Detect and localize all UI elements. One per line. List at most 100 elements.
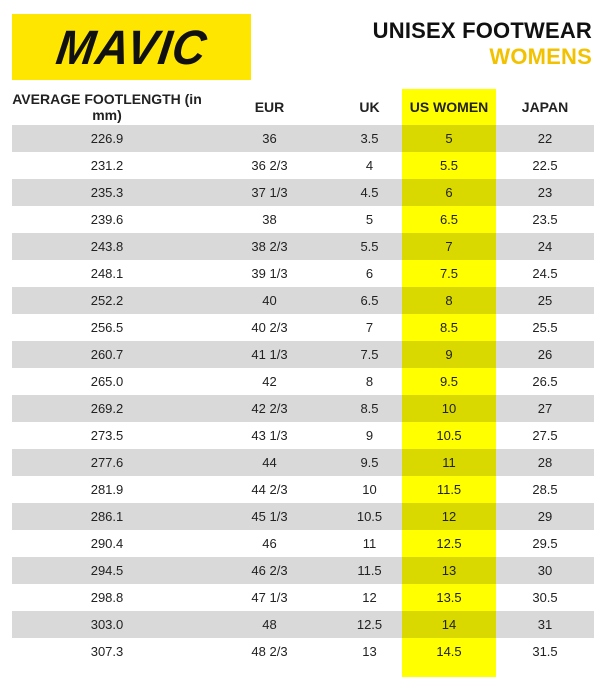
cell-japan: 29.5 (532, 536, 558, 551)
cell-uk: 13 (362, 644, 377, 659)
cell-eur: 38 2/3 (251, 239, 288, 254)
cell-eur: 42 (262, 374, 277, 389)
cell-japan: 23 (537, 185, 553, 200)
table-row: 235.3 37 1/3 4.5 6 23 (12, 179, 594, 206)
cell-footlength: 239.6 (90, 212, 124, 227)
cell-footlength: 248.1 (90, 266, 124, 281)
cell-footlength: 231.2 (90, 158, 124, 173)
cell-footlength: 235.3 (90, 185, 124, 200)
cell-us-women: 11 (442, 455, 456, 470)
table-header: AVERAGE FOOTLENGTH (in mm) EUR UK US WOM… (12, 89, 594, 125)
cell-us-women: 12 (441, 509, 457, 524)
cell-eur: 45 1/3 (251, 509, 288, 524)
cell-eur: 36 (262, 131, 277, 146)
cell-eur: 44 (262, 455, 277, 470)
cell-japan: 26.5 (532, 374, 558, 389)
cell-uk: 9 (365, 428, 374, 443)
cell-japan: 27.5 (532, 428, 558, 443)
table-row: 239.6 38 5 6.5 23.5 (12, 206, 594, 233)
cell-footlength: 294.5 (90, 563, 124, 578)
cell-eur: 40 (262, 293, 277, 308)
cell-footlength: 226.9 (90, 131, 124, 146)
cell-japan: 27 (537, 401, 553, 416)
cell-uk: 3.5 (360, 131, 379, 146)
table-row: 294.5 46 2/3 11.5 13 30 (12, 557, 594, 584)
logo-text: MAVIC (52, 19, 211, 75)
cell-eur: 40 2/3 (251, 320, 288, 335)
cell-uk: 11 (362, 536, 377, 551)
table-row: 260.7 41 1/3 7.5 9 26 (12, 341, 594, 368)
cell-japan: 24 (537, 239, 553, 254)
cell-japan: 25 (537, 293, 553, 308)
table-row: 252.2 40 6.5 8 25 (12, 287, 594, 314)
table-row: 248.1 39 1/3 6 7.5 24.5 (12, 260, 594, 287)
cell-japan: 31.5 (532, 644, 558, 659)
cell-eur: 37 1/3 (251, 185, 288, 200)
cell-uk: 5.5 (360, 239, 379, 254)
table-row: 269.2 42 2/3 8.5 10 27 (12, 395, 594, 422)
cell-us-women: 6 (445, 185, 453, 200)
cell-japan: 25.5 (532, 320, 558, 335)
header-japan: JAPAN (521, 99, 569, 115)
header-us-women: US WOMEN (409, 99, 489, 115)
cell-japan: 29 (537, 509, 553, 524)
cell-footlength: 298.8 (90, 590, 124, 605)
cell-uk: 5 (365, 212, 374, 227)
cell-us-women: 9.5 (439, 374, 459, 389)
cell-eur: 36 2/3 (251, 158, 288, 173)
table-row: 243.8 38 2/3 5.5 7 24 (12, 233, 594, 260)
cell-uk: 11.5 (357, 563, 382, 578)
cell-footlength: 252.2 (90, 293, 124, 308)
cell-footlength: 269.2 (90, 401, 124, 416)
mavic-logo: MAVIC (12, 14, 251, 80)
cell-us-women: 7.5 (439, 266, 459, 281)
table-row: 298.8 47 1/3 12 13.5 30.5 (12, 584, 594, 611)
header-footlength: AVERAGE FOOTLENGTH (in mm) (12, 91, 202, 123)
cell-eur: 44 2/3 (251, 482, 288, 497)
table-body: 226.9 36 3.5 5 22 231.2 36 2/3 4 5.5 22.5 235.3 37 … (12, 125, 594, 665)
table-row: 303.0 48 12.5 14 31 (12, 611, 594, 638)
cell-footlength: 307.3 (90, 644, 124, 659)
table-row: 290.4 46 11 12.5 29.5 (12, 530, 594, 557)
cell-us-women: 12.5 (436, 536, 462, 551)
cell-us-women: 10 (441, 401, 457, 416)
cell-uk: 12 (362, 590, 377, 605)
cell-uk: 6 (365, 266, 374, 281)
cell-footlength: 273.5 (90, 428, 124, 443)
cell-us-women: 8.5 (439, 320, 459, 335)
title-block: UNISEX FOOTWEAR WOMENS (373, 18, 592, 70)
cell-footlength: 277.6 (90, 455, 124, 470)
cell-japan: 31 (537, 617, 553, 632)
cell-japan: 30.5 (532, 590, 558, 605)
cell-us-women: 13 (441, 563, 457, 578)
cell-us-women: 7 (445, 239, 453, 254)
table-row: 273.5 43 1/3 9 10.5 27.5 (12, 422, 594, 449)
cell-eur: 42 2/3 (251, 401, 288, 416)
cell-japan: 28 (537, 455, 553, 470)
cell-footlength: 260.7 (90, 347, 124, 362)
cell-uk: 10.5 (356, 509, 383, 524)
cell-eur: 47 1/3 (251, 590, 288, 605)
cell-us-women: 5 (445, 131, 453, 146)
cell-us-women: 14 (441, 617, 457, 632)
size-chart-table: AVERAGE FOOTLENGTH (in mm) EUR UK US WOM… (12, 89, 594, 677)
cell-uk: 7 (365, 320, 374, 335)
table-row: 265.0 42 8 9.5 26.5 (12, 368, 594, 395)
table-row: 277.6 44 9.5 11 28 (12, 449, 594, 476)
page-title: UNISEX FOOTWEAR (372, 18, 592, 43)
cell-us-women: 5.5 (439, 158, 459, 173)
cell-us-women: 8 (445, 293, 453, 308)
cell-us-women: 14.5 (436, 644, 462, 659)
cell-japan: 24.5 (532, 266, 558, 281)
cell-us-women: 13.5 (436, 590, 462, 605)
cell-japan: 23.5 (532, 212, 558, 227)
cell-footlength: 281.9 (90, 482, 124, 497)
cell-us-women: 6.5 (439, 212, 459, 227)
cell-uk: 4 (365, 158, 374, 173)
header-eur: EUR (254, 99, 285, 115)
cell-us-women: 10.5 (436, 428, 462, 443)
cell-japan: 30 (537, 563, 553, 578)
table-row: 231.2 36 2/3 4 5.5 22.5 (12, 152, 594, 179)
cell-us-women: 11.5 (436, 482, 462, 497)
cell-eur: 48 (262, 617, 277, 632)
